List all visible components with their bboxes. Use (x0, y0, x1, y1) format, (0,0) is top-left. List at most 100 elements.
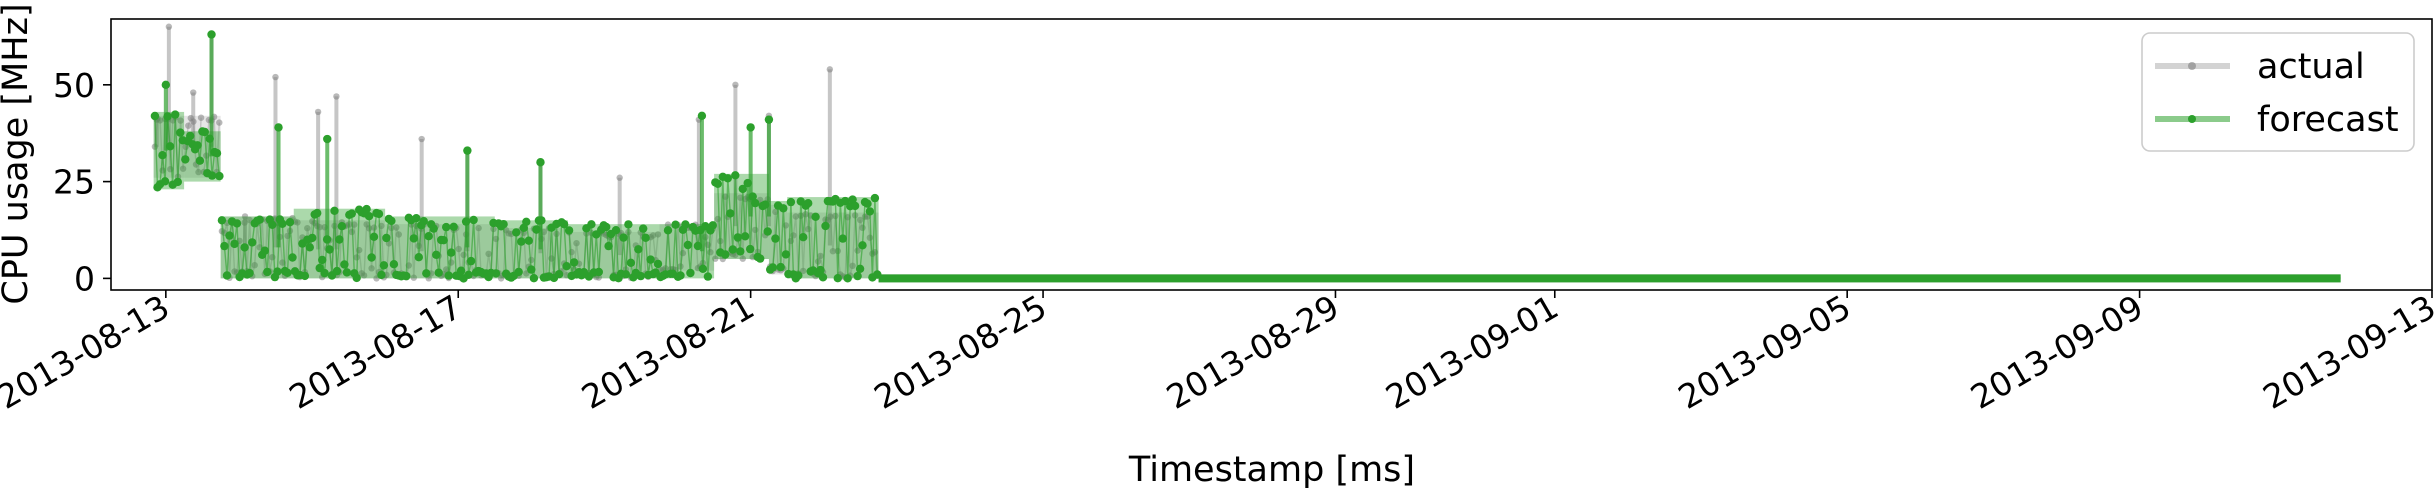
data-point (389, 260, 399, 269)
data-point (342, 268, 352, 277)
data-point (512, 228, 521, 237)
data-point (485, 250, 492, 257)
data-point (285, 218, 295, 227)
data-point (602, 222, 611, 232)
x-axis-label: Timestamp [ms] (1128, 450, 1415, 490)
data-point (193, 141, 202, 150)
x-tick-label: 2013-09-09 (1964, 287, 2150, 417)
data-point (320, 268, 329, 278)
data-point (353, 254, 360, 261)
data-point (654, 231, 662, 238)
data-point (215, 171, 224, 181)
data-point (379, 261, 389, 270)
x-tick-label: 2013-09-01 (1379, 287, 1565, 417)
data-point (158, 151, 167, 160)
data-point (368, 265, 375, 272)
data-point (352, 273, 361, 283)
data-point (594, 267, 603, 277)
x-tick-label: 2013-08-25 (867, 287, 1053, 417)
data-point (671, 220, 680, 229)
spike-point (274, 123, 283, 132)
spike-point (165, 23, 173, 30)
data-point (300, 271, 310, 281)
data-point (325, 245, 334, 254)
data-point (260, 246, 269, 255)
data-point (843, 274, 852, 283)
data-point (217, 216, 227, 225)
data-point (712, 255, 719, 262)
data-point (195, 168, 202, 176)
data-point (225, 231, 234, 240)
data-point (663, 226, 673, 235)
legend: actual forecast (2141, 32, 2415, 152)
data-point (369, 232, 379, 241)
data-point (181, 155, 190, 164)
data-point (395, 231, 402, 238)
data-point (414, 253, 423, 262)
spike-point (616, 174, 623, 181)
data-point (186, 131, 195, 141)
data-point (870, 193, 880, 203)
data-point (150, 111, 160, 121)
data-point (779, 204, 788, 213)
data-point (412, 214, 421, 223)
data-point (222, 271, 232, 280)
spike-point (314, 108, 322, 116)
data-point (703, 272, 713, 281)
data-point (522, 217, 531, 226)
data-point (731, 171, 740, 180)
data-point (360, 272, 368, 279)
x-tick-label: 2013-08-13 (0, 287, 176, 417)
y-tick-label: 0 (74, 259, 95, 298)
axes-frame (110, 18, 2433, 291)
data-point (232, 219, 242, 228)
data-point (241, 219, 248, 226)
spike-point (161, 80, 171, 90)
data-point (634, 245, 643, 254)
data-point (728, 245, 737, 254)
data-point (402, 271, 411, 281)
spike-point (826, 66, 834, 73)
data-point (365, 225, 373, 232)
data-point (619, 233, 628, 242)
data-point (434, 268, 443, 277)
data-point (442, 222, 451, 232)
data-point (347, 209, 356, 218)
data-point (305, 243, 314, 252)
data-point (564, 226, 574, 235)
data-point (308, 233, 317, 243)
x-tick-label: 2013-08-29 (1160, 287, 1346, 417)
data-point (850, 201, 860, 211)
y-axis-label: CPU usage [MHz] (0, 3, 36, 304)
data-point (739, 255, 746, 262)
data-point (268, 220, 277, 229)
spike-point (764, 115, 774, 124)
legend-marker-forecast (2188, 115, 2196, 123)
data-point (794, 271, 803, 280)
data-point (348, 228, 355, 236)
data-point (439, 236, 448, 245)
data-point (624, 220, 633, 229)
spike-point (746, 123, 755, 132)
data-point (664, 221, 672, 228)
data-point (499, 220, 508, 229)
data-point (768, 263, 777, 272)
data-point (447, 248, 456, 257)
y-tick-label: 50 (53, 66, 95, 105)
data-point (726, 209, 735, 218)
data-point (838, 234, 847, 243)
data-point (179, 165, 187, 172)
data-point (377, 270, 386, 280)
y-axis: 0 25 50 (53, 66, 111, 298)
spike-point (418, 135, 425, 143)
data-point (723, 174, 732, 183)
data-point (855, 264, 865, 273)
data-point (382, 233, 391, 243)
data-point (491, 269, 501, 278)
spike-point (732, 81, 739, 89)
data-point (756, 254, 765, 263)
data-point (858, 241, 867, 250)
data-point (340, 260, 349, 269)
data-point (283, 268, 292, 277)
